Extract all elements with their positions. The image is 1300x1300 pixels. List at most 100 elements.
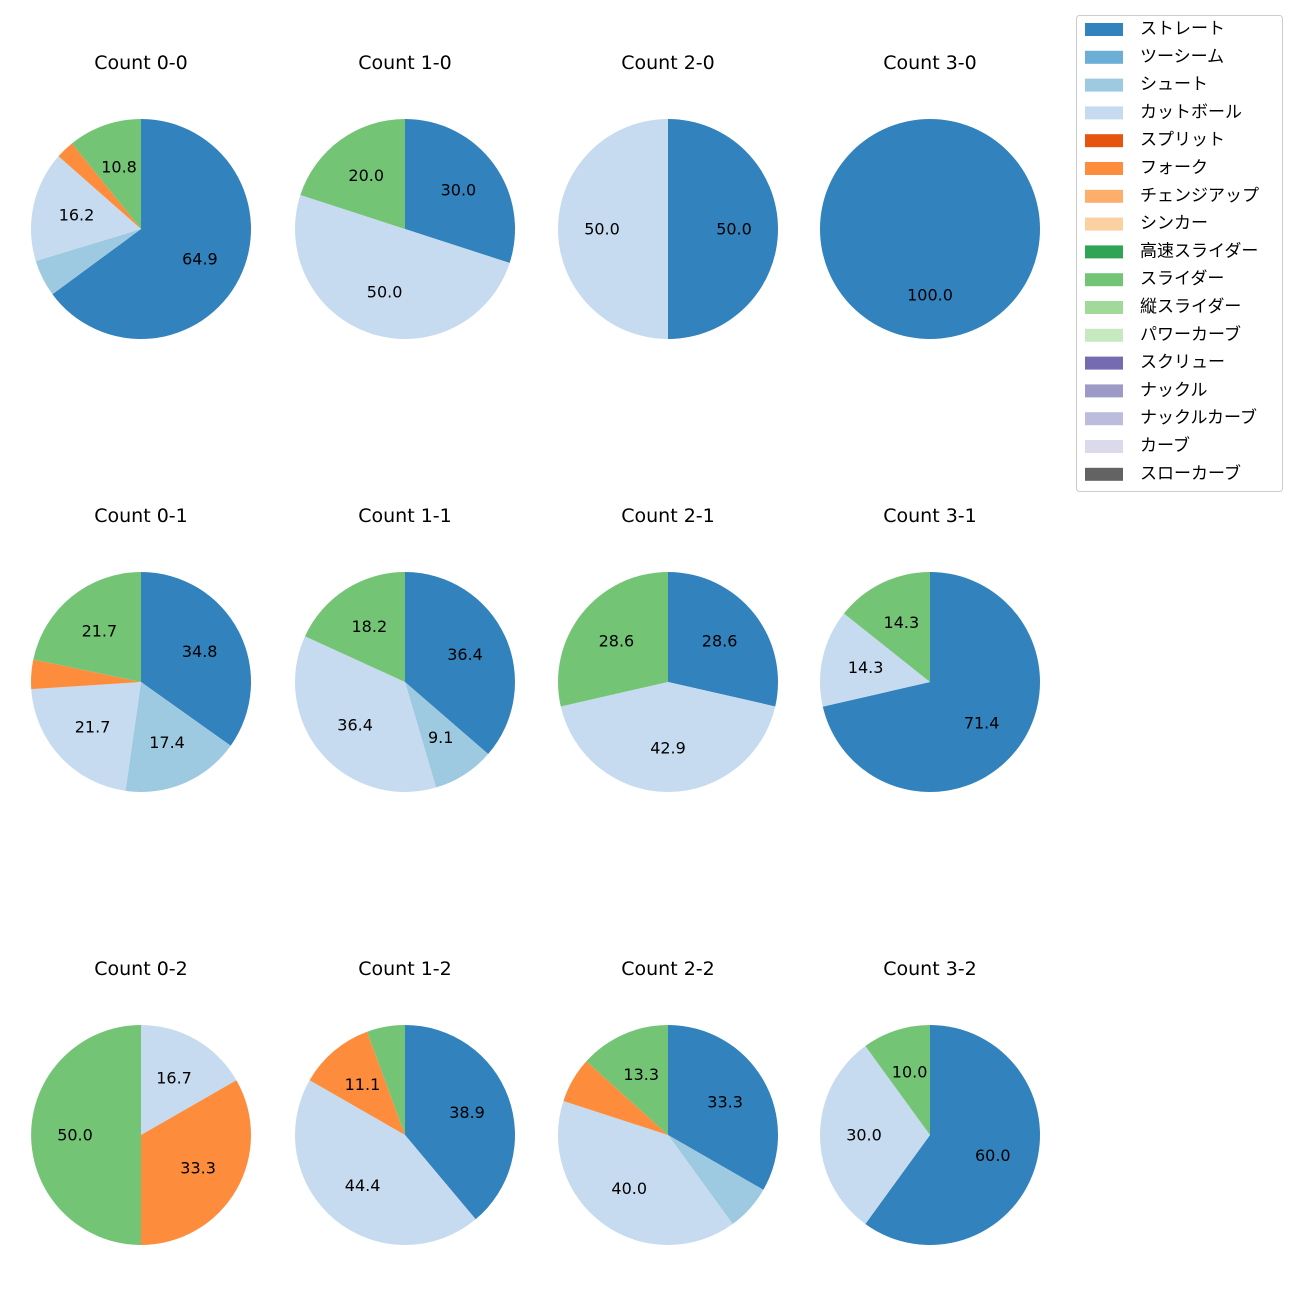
slice-value-label: 21.7 <box>75 717 111 736</box>
pie-slice <box>31 1025 141 1245</box>
pie-slice <box>141 1080 252 1245</box>
pie-title: Count 1-2 <box>358 958 452 980</box>
legend: ストレートツーシームシュートカットボールスプリットフォークチェンジアップシンカー… <box>1076 15 1283 492</box>
slice-value-label: 30.0 <box>441 181 477 200</box>
legend-swatch <box>1085 440 1123 453</box>
pie-chart: Count 1-1 36.4 9.1 36.4 18.2 <box>294 505 515 792</box>
pie-slice <box>31 156 142 262</box>
pie-slice <box>668 119 778 339</box>
legend-swatch <box>1085 50 1123 64</box>
slice-value-label: 71.4 <box>964 714 1000 733</box>
legend-label: スライダー <box>1140 269 1224 289</box>
pie-title: Count 0-1 <box>94 505 188 527</box>
slice-value-label: 28.6 <box>599 631 635 650</box>
legend-swatch <box>1085 189 1123 203</box>
pie-slice <box>294 636 436 792</box>
slice-value-label: 38.9 <box>449 1103 485 1122</box>
slice-value-label: 17.4 <box>149 733 185 752</box>
pie-slice <box>405 1025 515 1220</box>
pie-slice <box>558 572 668 707</box>
pie-slice <box>819 1046 930 1224</box>
legend-swatch <box>1085 412 1123 426</box>
pie-chart: Count 2-2 33.3 40.0 13.3 <box>557 958 779 1246</box>
pie-slice <box>31 682 142 791</box>
pie-chart: Count 0-2 16.7 33.3 50.0 <box>31 958 252 1245</box>
slice-value-label: 16.7 <box>156 1068 192 1087</box>
legend-swatch <box>1085 162 1123 175</box>
pie-slice <box>586 1025 668 1135</box>
pie-slice <box>52 119 252 339</box>
slice-value-label: 36.4 <box>337 716 373 735</box>
pie-slice <box>294 1080 476 1245</box>
legend-label: スクリュー <box>1140 353 1225 373</box>
slice-value-label: 40.0 <box>611 1179 647 1198</box>
slice-value-label: 28.6 <box>702 631 738 650</box>
slice-value-label: 64.9 <box>182 249 218 268</box>
legend-label: 高速スライダー <box>1140 241 1258 261</box>
legend-swatch <box>1085 356 1123 370</box>
pie-slice <box>141 1025 237 1135</box>
legend-swatch <box>1085 245 1123 259</box>
legend-label: シンカー <box>1140 214 1208 234</box>
pie-chart: Count 0-1 34.8 17.4 21.7 21.7 <box>31 505 252 792</box>
pie-slice <box>865 1025 1040 1246</box>
slice-value-label: 34.8 <box>182 642 218 661</box>
slice-value-label: 50.0 <box>716 220 752 239</box>
slice-value-label: 33.3 <box>707 1092 743 1111</box>
pie-slice <box>557 1101 733 1246</box>
legend-label: スプリット <box>1140 130 1225 150</box>
pie-title: Count 2-2 <box>621 958 715 980</box>
pie-slice <box>563 1061 668 1135</box>
slice-value-label: 16.2 <box>59 206 95 225</box>
pie-title: Count 2-1 <box>621 505 715 527</box>
slice-value-label: 14.3 <box>848 658 884 677</box>
pie-slice <box>125 682 231 792</box>
legend-swatch <box>1085 217 1123 231</box>
legend-label: 縦スライダー <box>1140 297 1241 317</box>
legend-swatch <box>1085 301 1123 314</box>
legend-swatch <box>1085 384 1123 398</box>
pie-slice <box>300 119 405 229</box>
slice-value-label: 50.0 <box>584 220 620 239</box>
pie-slice <box>822 572 1040 792</box>
pie-slice <box>141 572 252 746</box>
pie-chart: Count 3-1 71.4 14.3 14.3 <box>819 505 1040 792</box>
slice-value-label: 50.0 <box>57 1126 93 1145</box>
slice-value-label: 14.3 <box>884 613 920 632</box>
pie-title: Count 0-0 <box>94 52 188 74</box>
pie-slice <box>560 682 776 792</box>
slice-value-label: 10.8 <box>101 157 137 176</box>
legend-swatch <box>1085 273 1123 287</box>
pie-slice <box>35 229 142 295</box>
pie-slice <box>33 572 141 682</box>
legend-label: ナックルカーブ <box>1140 407 1257 428</box>
pie-slice <box>309 1031 405 1135</box>
pie-slice <box>405 572 515 755</box>
pie-title: Count 3-0 <box>883 52 977 74</box>
slice-value-label: 36.4 <box>447 645 483 664</box>
pie-slice <box>668 572 778 707</box>
legend-label: ナックル <box>1140 380 1208 400</box>
pie-title: Count 1-1 <box>358 505 452 527</box>
legend-swatch <box>1085 78 1123 92</box>
legend-label: パワーカーブ <box>1140 324 1241 345</box>
pie-chart: Count 1-0 30.0 50.0 20.0 <box>295 52 516 339</box>
pie-slice <box>367 1025 405 1135</box>
legend-swatch <box>1085 328 1123 342</box>
legend-swatch <box>1085 134 1123 148</box>
slice-value-label: 10.0 <box>892 1063 928 1082</box>
slice-value-label: 100.0 <box>907 286 953 305</box>
pie-chart: Count 3-0 100.0 <box>820 52 1040 339</box>
pie-title: Count 2-0 <box>621 52 715 74</box>
pie-slice <box>820 119 1040 339</box>
pie-chart: Count 0-0 64.9 16.2 10.8 <box>31 52 252 339</box>
legend-label: ツーシーム <box>1140 47 1224 67</box>
slice-value-label: 42.9 <box>650 739 686 758</box>
legend-label: スローカーブ <box>1140 463 1241 484</box>
legend-label: ストレート <box>1140 19 1225 39</box>
pie-slice <box>295 195 510 339</box>
pie-title: Count 3-2 <box>883 958 977 980</box>
slice-value-label: 9.1 <box>428 728 453 747</box>
pie-slice <box>58 143 141 229</box>
